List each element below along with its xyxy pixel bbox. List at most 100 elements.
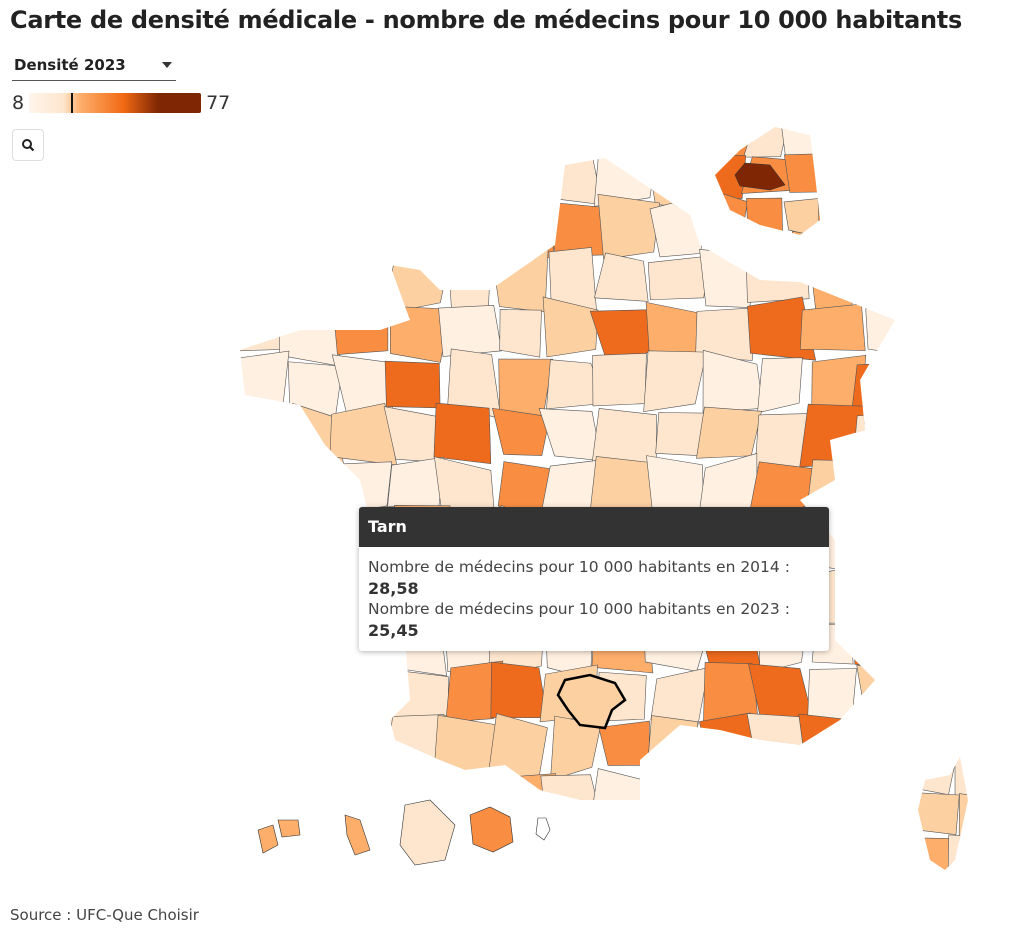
department[interactable]: [434, 147, 493, 211]
department[interactable]: [851, 772, 915, 834]
department[interactable]: [237, 560, 293, 624]
department[interactable]: [384, 149, 445, 202]
department[interactable]: [695, 307, 757, 361]
department[interactable]: [647, 255, 710, 301]
department[interactable]: [807, 668, 857, 724]
department[interactable]: [542, 296, 599, 358]
department[interactable]: [854, 198, 911, 254]
department[interactable]: [235, 666, 292, 719]
department[interactable]: [447, 255, 492, 311]
department[interactable]: [384, 249, 452, 315]
department[interactable]: [281, 195, 345, 247]
department[interactable]: [643, 350, 707, 412]
department[interactable]: [235, 519, 295, 576]
department[interactable]: [498, 358, 554, 417]
department[interactable]: [783, 153, 830, 193]
department[interactable]: [331, 142, 400, 211]
department[interactable]: [284, 571, 336, 627]
department[interactable]: [805, 769, 859, 829]
department[interactable]: [593, 252, 649, 302]
department[interactable]: [499, 309, 542, 358]
department[interactable]: [383, 199, 440, 262]
department[interactable]: [331, 261, 397, 305]
department[interactable]: [702, 349, 764, 413]
department[interactable]: [852, 411, 910, 463]
department[interactable]: [439, 193, 498, 256]
department[interactable]: [228, 350, 290, 411]
department[interactable]: [865, 296, 906, 355]
department[interactable]: [545, 143, 603, 206]
department[interactable]: [438, 304, 503, 357]
department[interactable]: [747, 296, 817, 361]
department[interactable]: [758, 774, 809, 824]
department[interactable]: [226, 614, 290, 676]
department[interactable]: [285, 505, 343, 569]
department-guadeloupe[interactable]: [257, 819, 301, 854]
department[interactable]: [281, 146, 345, 206]
paris-department[interactable]: [734, 162, 786, 191]
department[interactable]: [646, 715, 699, 777]
department[interactable]: [818, 234, 867, 270]
department[interactable]: [289, 665, 339, 729]
department[interactable]: [800, 303, 866, 351]
department[interactable]: [799, 403, 866, 468]
department[interactable]: [332, 298, 389, 355]
department[interactable]: [853, 727, 919, 773]
department[interactable]: [277, 461, 336, 523]
department-martinique[interactable]: [344, 814, 371, 856]
department[interactable]: [958, 793, 999, 840]
department[interactable]: [853, 619, 905, 671]
department[interactable]: [487, 713, 548, 779]
zoom-button[interactable]: [12, 129, 44, 161]
department[interactable]: [854, 507, 916, 574]
department[interactable]: [911, 750, 959, 795]
department[interactable]: [912, 792, 960, 836]
department[interactable]: [694, 766, 748, 833]
department[interactable]: [863, 561, 918, 626]
department[interactable]: [696, 406, 762, 459]
department[interactable]: [490, 661, 548, 718]
department[interactable]: [334, 725, 397, 782]
department[interactable]: [278, 612, 333, 674]
department-mayotte[interactable]: [535, 817, 551, 841]
department[interactable]: [227, 145, 287, 210]
department-guyane[interactable]: [399, 799, 456, 866]
department[interactable]: [798, 713, 868, 776]
department[interactable]: [242, 405, 284, 466]
department[interactable]: [334, 764, 399, 831]
department[interactable]: [433, 402, 492, 464]
department[interactable]: [783, 197, 830, 240]
department[interactable]: [384, 360, 441, 409]
department[interactable]: [538, 408, 602, 462]
department[interactable]: [743, 117, 791, 158]
department[interactable]: [235, 201, 281, 251]
department[interactable]: [782, 231, 824, 276]
department[interactable]: [491, 407, 551, 456]
year-select[interactable]: Densité 2023: [12, 53, 176, 81]
department[interactable]: [646, 155, 712, 209]
department[interactable]: [445, 660, 504, 723]
department[interactable]: [947, 834, 999, 875]
department[interactable]: [331, 673, 390, 722]
department[interactable]: [851, 361, 920, 413]
department[interactable]: [817, 189, 867, 234]
department[interactable]: [331, 192, 396, 254]
department[interactable]: [491, 246, 549, 313]
department[interactable]: [287, 361, 343, 418]
department[interactable]: [852, 452, 908, 521]
department[interactable]: [746, 197, 783, 239]
department-tarn-highlight[interactable]: [556, 673, 627, 730]
department[interactable]: [590, 768, 654, 834]
department[interactable]: [757, 357, 803, 414]
department[interactable]: [592, 353, 647, 407]
department[interactable]: [228, 246, 286, 311]
department[interactable]: [545, 201, 607, 257]
department[interactable]: [279, 717, 340, 782]
department[interactable]: [850, 156, 906, 194]
department[interactable]: [859, 250, 913, 304]
department[interactable]: [826, 153, 861, 198]
department[interactable]: [234, 469, 292, 521]
department-reunion[interactable]: [469, 806, 514, 853]
department[interactable]: [278, 250, 336, 311]
department[interactable]: [497, 149, 546, 208]
